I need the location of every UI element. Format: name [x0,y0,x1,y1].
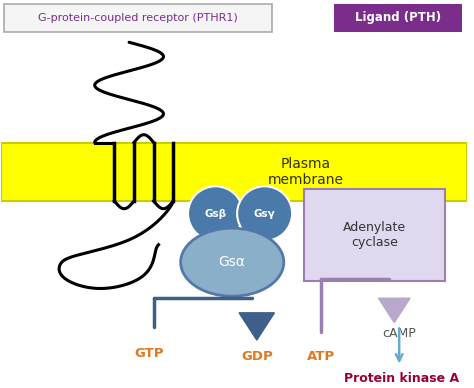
Text: Adenylate
cyclase: Adenylate cyclase [343,221,406,249]
Text: GTP: GTP [134,347,164,360]
Text: Gsγ: Gsγ [254,209,275,218]
Text: G-protein-coupled receptor (PTHR1): G-protein-coupled receptor (PTHR1) [38,13,238,23]
Text: Ligand (PTH): Ligand (PTH) [355,11,441,24]
Circle shape [188,186,243,241]
Text: cAMP: cAMP [383,327,416,340]
Polygon shape [379,298,410,322]
Text: Protein kinase A: Protein kinase A [344,372,459,385]
FancyBboxPatch shape [334,4,462,31]
Text: ATP: ATP [307,350,335,363]
Ellipse shape [181,228,284,296]
Text: Gsβ: Gsβ [204,209,227,218]
Text: Gsα: Gsα [219,255,246,269]
Polygon shape [239,313,274,340]
FancyBboxPatch shape [304,189,446,281]
Circle shape [237,186,292,241]
Text: Plasma
membrane: Plasma membrane [268,157,344,187]
FancyBboxPatch shape [4,4,272,31]
Bar [1,142,467,201]
Text: GDP: GDP [241,350,273,363]
